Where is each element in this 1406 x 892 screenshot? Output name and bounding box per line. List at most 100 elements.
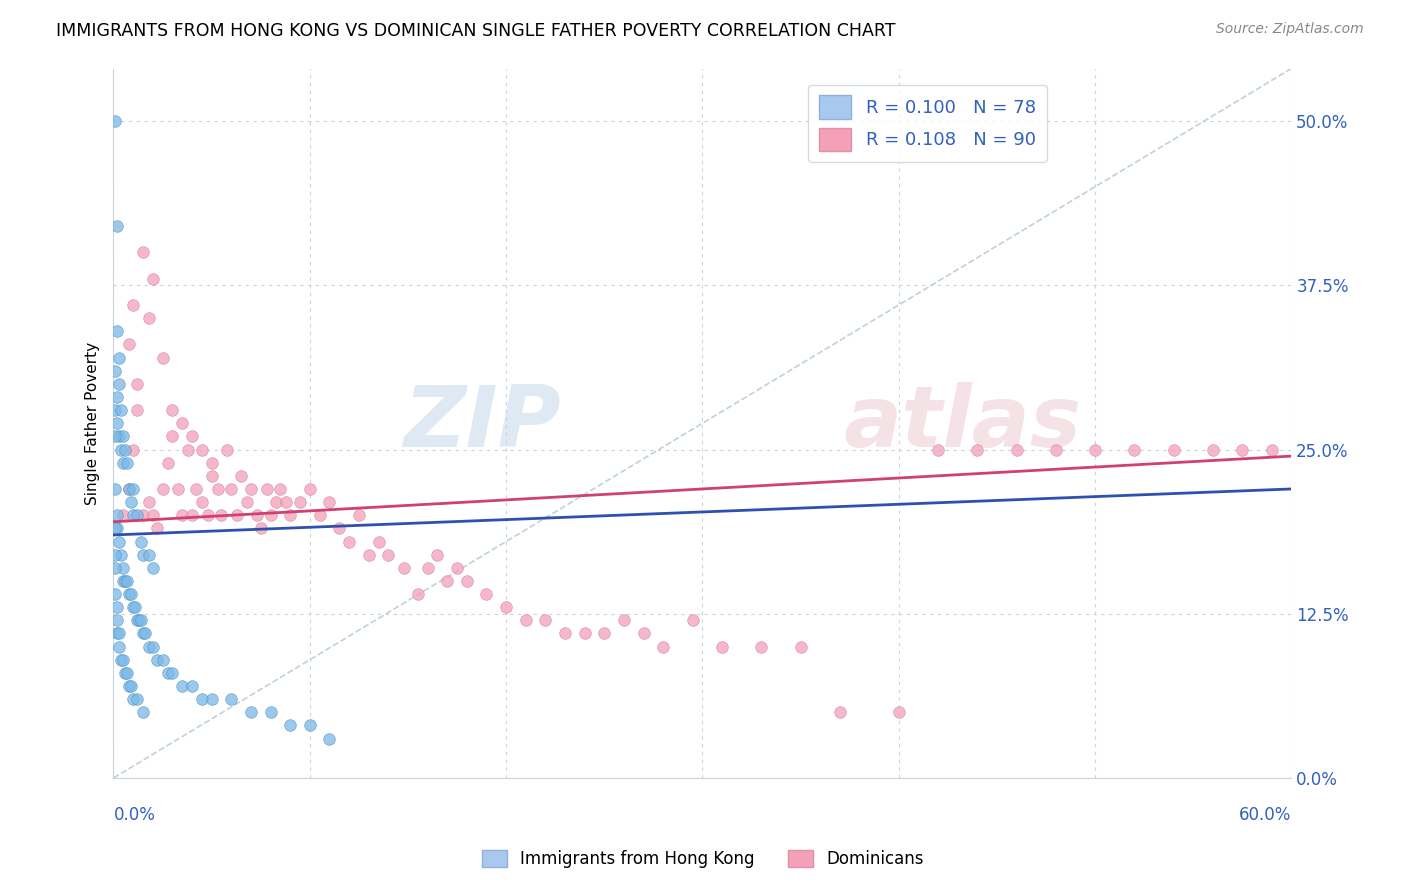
Point (110, 653, 132, 667)
Point (115, 665, 138, 680)
Point (197, 508, 219, 523)
Point (406, 587, 429, 601)
Point (112, 508, 135, 523)
Point (236, 495, 259, 509)
Point (181, 679, 204, 693)
Point (239, 706, 262, 720)
Point (152, 351, 174, 365)
Point (142, 561, 165, 575)
Point (652, 640, 675, 654)
Point (828, 706, 851, 720)
Point (118, 679, 141, 693)
Point (108, 376, 131, 391)
Point (308, 508, 330, 523)
Point (107, 508, 129, 523)
Point (125, 508, 148, 523)
Point (132, 508, 155, 523)
Point (114, 442, 136, 457)
Point (107, 390, 129, 404)
Point (107, 626, 129, 640)
Text: atlas: atlas (844, 382, 1081, 465)
Text: 0.0%: 0.0% (114, 806, 156, 824)
Point (246, 508, 269, 523)
Point (426, 548, 449, 562)
Point (132, 245, 155, 260)
Point (118, 337, 141, 351)
Point (682, 613, 704, 627)
Point (108, 640, 131, 654)
Legend: Immigrants from Hong Kong, Dominicans: Immigrants from Hong Kong, Dominicans (475, 843, 931, 875)
Point (1202, 442, 1225, 457)
Point (122, 692, 145, 706)
Point (132, 706, 155, 720)
Point (132, 626, 155, 640)
Point (1260, 442, 1282, 457)
Point (181, 429, 204, 443)
Point (142, 271, 165, 285)
Point (191, 442, 214, 457)
Point (534, 613, 557, 627)
Point (104, 364, 127, 378)
Point (115, 456, 138, 470)
Point (125, 692, 148, 706)
Text: ZIP: ZIP (404, 382, 561, 465)
Point (112, 561, 135, 575)
Point (162, 665, 184, 680)
Point (201, 456, 224, 470)
Point (298, 718, 321, 732)
Point (172, 417, 194, 431)
Point (593, 626, 616, 640)
Point (112, 429, 135, 443)
Point (162, 429, 184, 443)
Point (122, 482, 145, 496)
Point (104, 561, 127, 575)
Point (298, 482, 321, 496)
Point (217, 442, 239, 457)
Point (104, 114, 127, 128)
Point (112, 456, 135, 470)
Point (128, 613, 150, 627)
Point (276, 495, 298, 509)
Point (172, 679, 194, 693)
Point (229, 468, 252, 483)
Point (129, 613, 152, 627)
Point (104, 587, 127, 601)
Legend: R = 0.100   N = 78, R = 0.108   N = 90: R = 0.100 N = 78, R = 0.108 N = 90 (808, 85, 1046, 161)
Point (107, 600, 129, 615)
Point (104, 482, 127, 496)
Point (120, 587, 142, 601)
Point (259, 508, 281, 523)
Point (122, 442, 145, 457)
Point (181, 508, 204, 523)
Point (288, 495, 311, 509)
Point (1045, 442, 1067, 457)
Point (110, 403, 132, 417)
Point (266, 495, 288, 509)
Point (239, 482, 262, 496)
Point (318, 495, 340, 509)
Point (633, 626, 655, 640)
Point (416, 561, 439, 575)
Point (108, 534, 131, 549)
Point (120, 495, 142, 509)
Point (367, 534, 389, 549)
Point (107, 521, 129, 535)
Point (328, 521, 350, 535)
Point (145, 521, 167, 535)
Point (104, 403, 127, 417)
Point (152, 653, 174, 667)
Point (278, 718, 301, 732)
Point (357, 548, 380, 562)
Point (134, 626, 156, 640)
Point (1084, 442, 1107, 457)
Point (191, 495, 214, 509)
Point (118, 482, 141, 496)
Point (927, 442, 949, 457)
Point (318, 731, 340, 746)
Point (436, 574, 458, 588)
Point (125, 613, 148, 627)
Point (966, 442, 988, 457)
Point (515, 613, 537, 627)
Point (138, 311, 160, 326)
Point (145, 653, 167, 667)
